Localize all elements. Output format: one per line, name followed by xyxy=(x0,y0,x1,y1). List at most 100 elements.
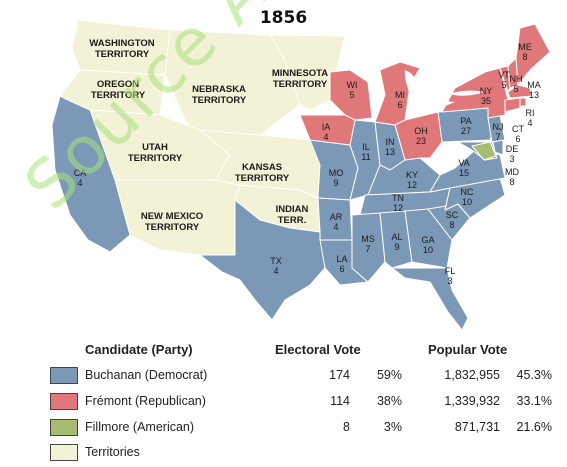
state-abbr-label: ME xyxy=(518,42,532,52)
state-abbr-label: WI xyxy=(347,80,358,90)
lake-erie xyxy=(410,101,455,113)
state-electoral-votes-label: 9 xyxy=(394,242,399,252)
popular-vote: 1,339,932 xyxy=(444,394,500,408)
state-electoral-votes-label: 5 xyxy=(501,80,506,90)
state-electoral-votes-label: 6 xyxy=(339,264,344,274)
state-abbr-label: SC xyxy=(446,210,459,220)
state-abbr-label: VT xyxy=(498,70,510,80)
map-title: 1856 xyxy=(259,8,308,28)
state-abbr-label: AR xyxy=(330,212,343,222)
state-electoral-votes-label: 10 xyxy=(423,245,433,255)
state-abbr-label: IN xyxy=(386,137,395,147)
state-oh xyxy=(394,111,443,161)
candidate-name: Frémont (Republican) xyxy=(85,394,206,408)
state-electoral-votes-label: 3 xyxy=(509,154,514,164)
state-abbr-label: MO xyxy=(329,168,344,178)
lake-huron xyxy=(404,70,418,100)
swatch-american xyxy=(50,419,78,436)
territory-label: INDIAN xyxy=(276,204,309,215)
state-electoral-votes-label: 8 xyxy=(449,220,454,230)
state-tx xyxy=(199,199,326,321)
state-electoral-votes-label: 23 xyxy=(416,136,426,146)
state-abbr-label: MI xyxy=(395,90,405,100)
territory-label: TERRITORY xyxy=(145,222,200,233)
state-abbr-label: IL xyxy=(362,142,370,152)
state-electoral-votes-label: 11 xyxy=(361,152,370,162)
state-electoral-votes-label: 15 xyxy=(459,168,469,178)
state-ma xyxy=(507,84,533,99)
state-ia xyxy=(299,114,356,146)
territory-label: OREGON xyxy=(97,79,139,90)
territory-label: NEW MEXICO xyxy=(141,211,203,222)
candidate-name: Territories xyxy=(85,445,140,459)
territory-label: TERRITORY xyxy=(192,95,247,106)
state-electoral-votes-label: 4 xyxy=(323,132,328,142)
territory-label: NEBRASKA xyxy=(192,84,246,95)
state-fl xyxy=(391,267,469,331)
state-abbr-label: KY xyxy=(406,170,418,180)
state-ct xyxy=(504,97,521,113)
state-abbr-label: CT xyxy=(512,124,524,134)
electoral-vote: 174 xyxy=(329,368,350,382)
popular-vote: 871,731 xyxy=(454,420,500,434)
state-electoral-votes-label: 6 xyxy=(397,100,402,110)
electoral-pct: 3% xyxy=(383,420,402,434)
state-electoral-votes-label: 9 xyxy=(333,178,338,188)
state-electoral-votes-label: 35 xyxy=(481,96,491,106)
popular-pct: 33.1% xyxy=(516,394,552,408)
territory-label: KANSAS xyxy=(242,162,282,173)
state-electoral-votes-label: 8 xyxy=(509,177,514,187)
state-electoral-votes-label: 4 xyxy=(333,222,338,232)
territory-label: MINNESOTA xyxy=(272,68,328,79)
legend-row-territories: Territories xyxy=(50,443,560,463)
state-abbr-label: PA xyxy=(460,116,471,126)
legend-table: Candidate (Party) Electoral Vote Popular… xyxy=(0,340,567,467)
territory-label: TERRITORY xyxy=(273,79,328,90)
state-electoral-votes-label: 4 xyxy=(527,118,532,128)
state-electoral-votes-label: 13 xyxy=(529,90,539,100)
header-candidate: Candidate (Party) xyxy=(85,342,193,357)
header-electoral-vote: Electoral Vote xyxy=(275,342,361,357)
state-abbr-label: RI xyxy=(526,108,535,118)
electoral-pct: 38% xyxy=(376,394,402,408)
state-electoral-votes-label: 3 xyxy=(447,276,452,286)
state-abbr-label: DE xyxy=(506,144,519,154)
state-electoral-votes-label: 5 xyxy=(349,90,354,100)
state-abbr-label: OH xyxy=(414,126,428,136)
state-electoral-votes-label: 13 xyxy=(385,147,395,157)
state-electoral-votes-label: 10 xyxy=(462,197,472,207)
state-ms xyxy=(351,212,386,283)
state-abbr-label: IA xyxy=(322,122,331,132)
state-abbr-label: GA xyxy=(421,235,434,245)
state-electoral-votes-label: 7 xyxy=(495,132,500,142)
state-abbr-label: MA xyxy=(527,80,541,90)
territory-label: WASHINGTON xyxy=(89,38,154,49)
state-abbr-label: TN xyxy=(392,193,404,203)
lake-superior xyxy=(340,51,405,68)
candidate-name: Buchanan (Democrat) xyxy=(85,368,208,382)
state-electoral-votes-label: 4 xyxy=(273,266,278,276)
electoral-pct: 59% xyxy=(376,368,402,382)
state-electoral-votes-label: 12 xyxy=(407,180,417,190)
popular-vote: 1,832,955 xyxy=(444,368,500,382)
state-electoral-votes-label: 4 xyxy=(77,178,82,188)
state-abbr-label: NJ xyxy=(493,122,504,132)
lake-michigan xyxy=(369,82,378,118)
territory-label: TERRITORY xyxy=(128,153,183,164)
state-md-fillmore xyxy=(471,141,497,161)
electoral-vote: 114 xyxy=(330,394,350,408)
state-abbr-label: TX xyxy=(270,256,282,266)
legend-row-fillmore: Fillmore (American) 8 3% 871,731 21.6% xyxy=(50,418,560,438)
territory-label: TERRITORY xyxy=(235,173,290,184)
state-abbr-label: MS xyxy=(361,234,375,244)
state-abbr-label: CA xyxy=(74,168,87,178)
state-electoral-votes-label: 12 xyxy=(393,203,403,213)
state-electoral-votes-label: 6 xyxy=(515,134,520,144)
state-electoral-votes-label: 5 xyxy=(513,84,518,94)
state-electoral-votes-label: 27 xyxy=(461,126,471,136)
swatch-republican xyxy=(50,393,78,410)
legend-row-fremont: Frémont (Republican) 114 38% 1,339,932 3… xyxy=(50,392,560,412)
state-abbr-label: AL xyxy=(391,232,402,242)
popular-pct: 21.6% xyxy=(516,420,552,434)
state-al xyxy=(379,210,413,269)
